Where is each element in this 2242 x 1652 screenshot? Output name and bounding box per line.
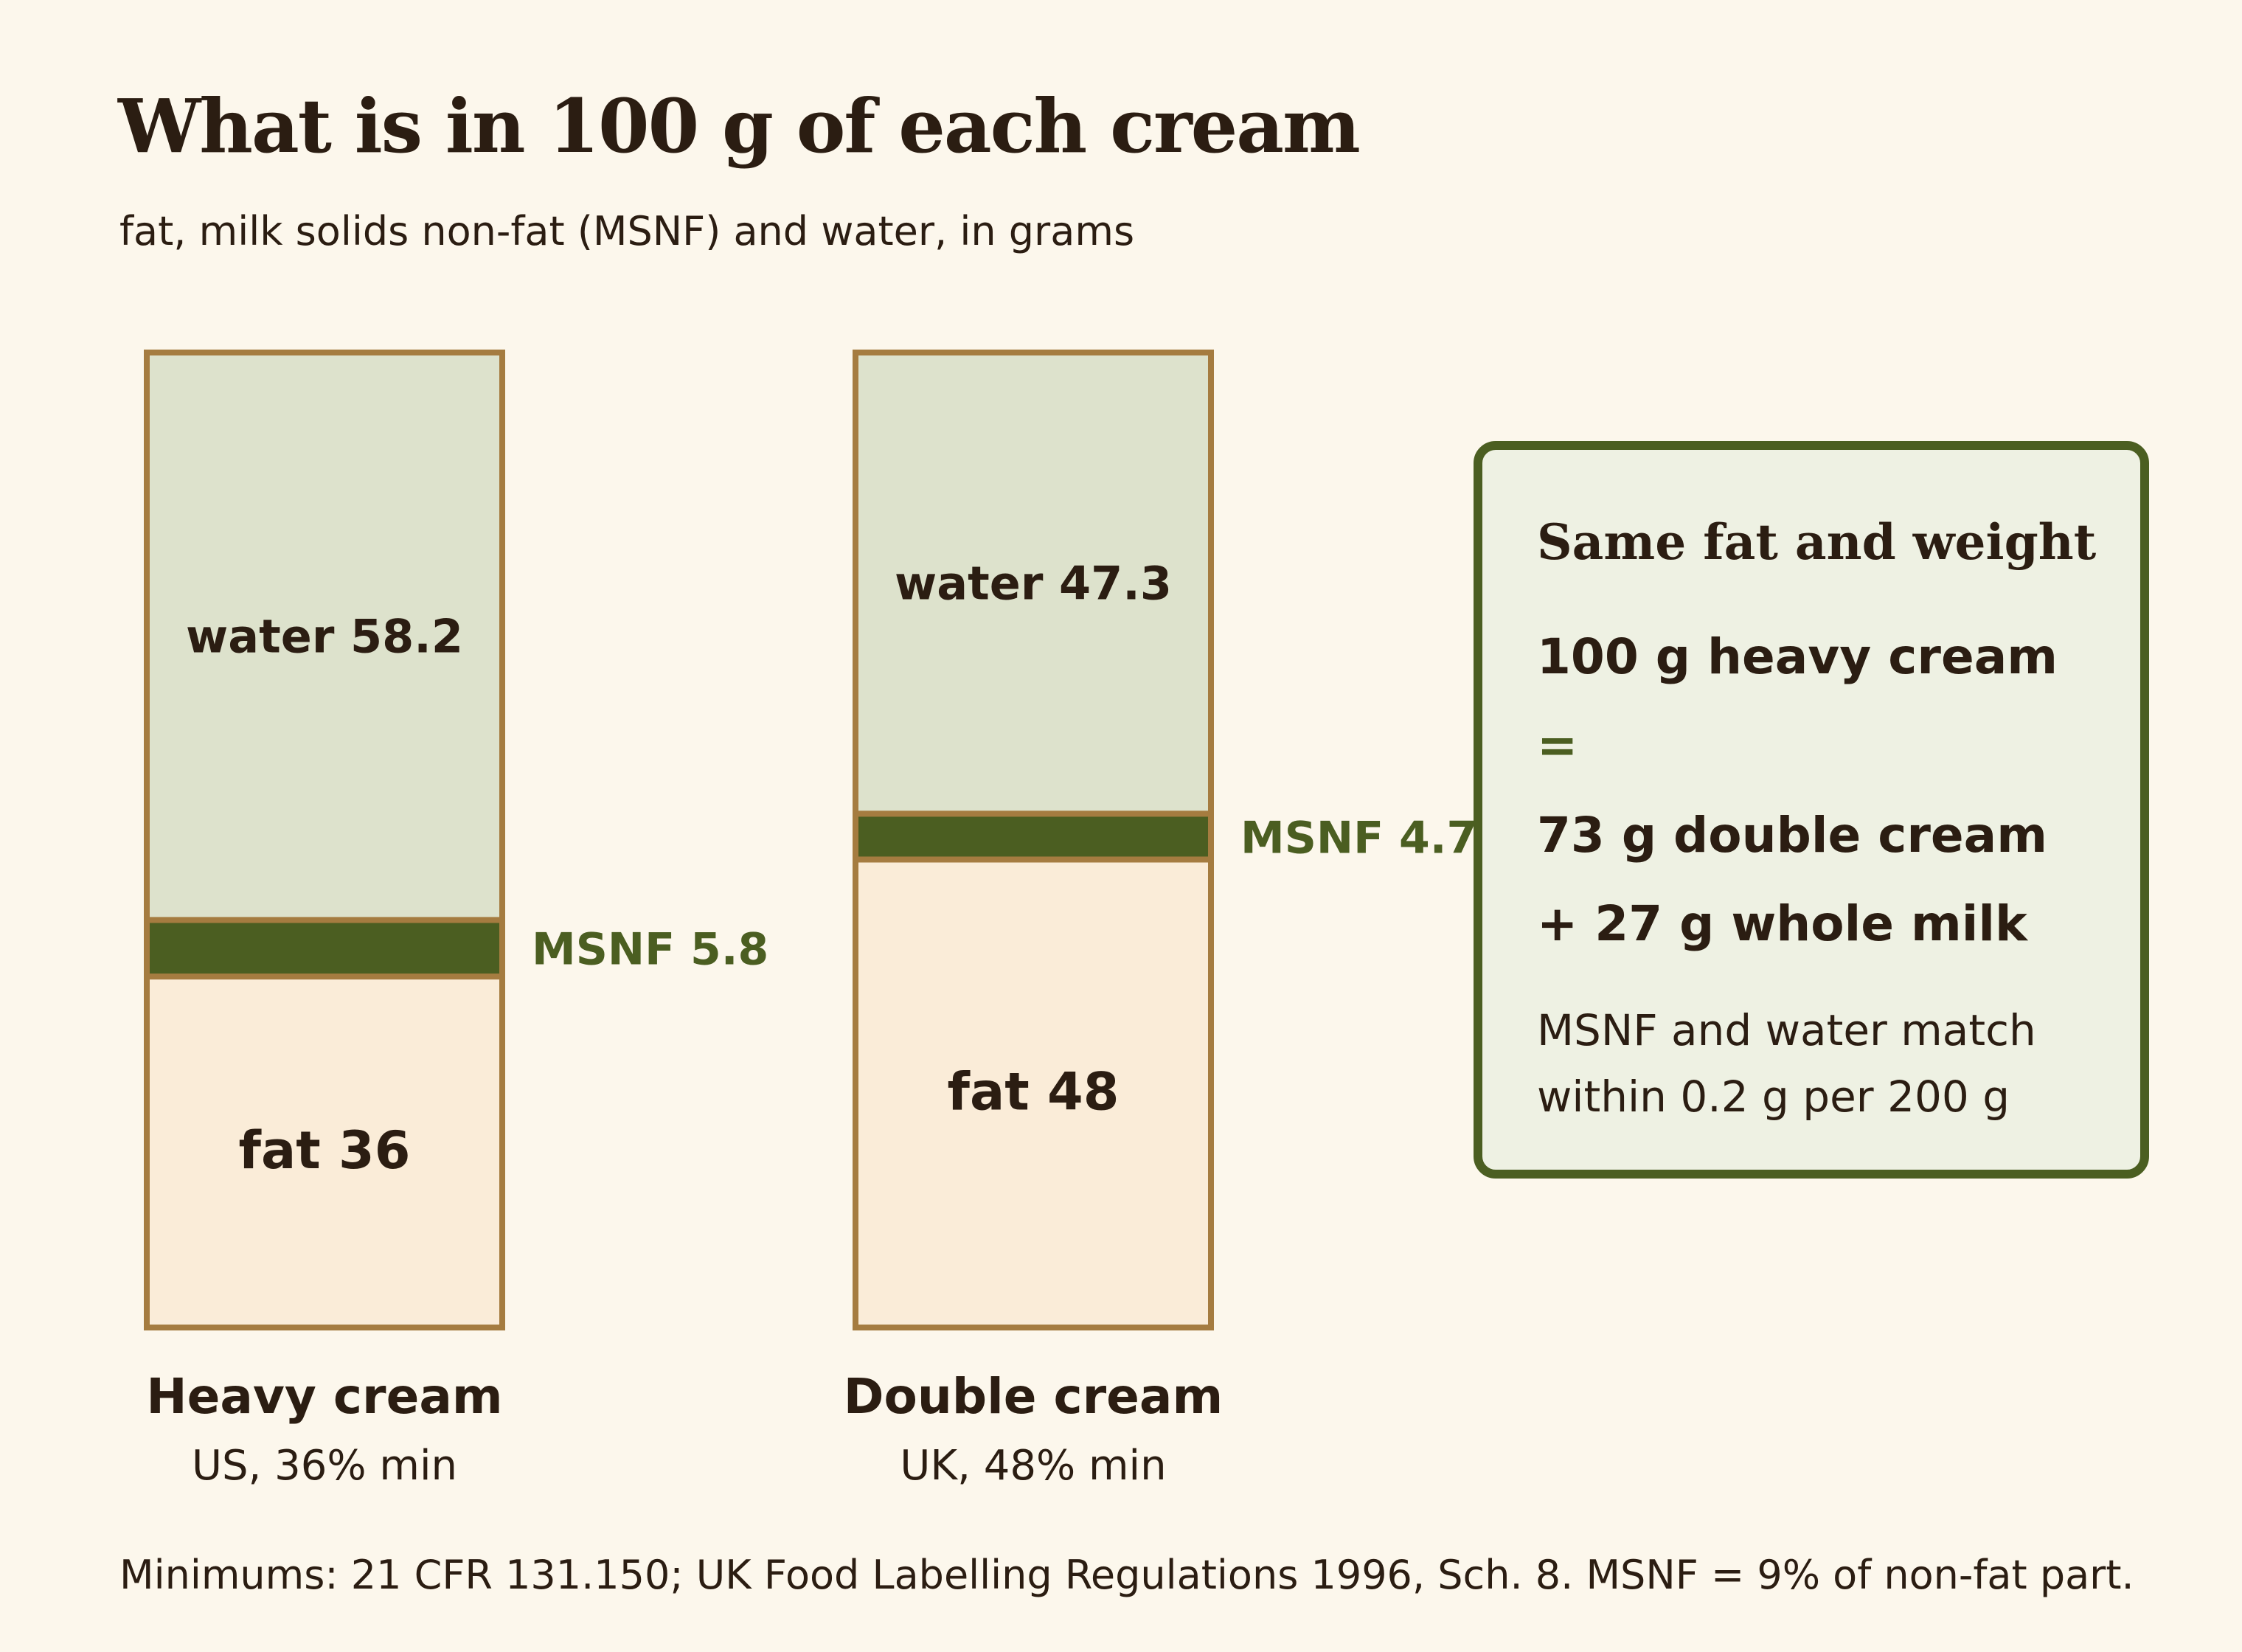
data-label-fat-heavy-cream: fat 36: [239, 1120, 411, 1181]
category-label-heavy-cream: Heavy cream: [146, 1368, 502, 1425]
callout-line-whole-milk: + 27 g whole milk: [1537, 895, 2027, 952]
data-label-msnf-heavy-cream: MSNF 5.8: [532, 924, 768, 976]
callout-line-heavy-cream: 100 g heavy cream: [1537, 628, 2058, 685]
bar-segment-msnf-heavy-cream: [144, 917, 505, 980]
data-label-water-double-cream: water 47.3: [895, 557, 1172, 611]
bar-segment-fat-heavy-cream: [144, 974, 505, 1330]
category-sublabel-double-cream: UK, 48% min: [900, 1442, 1166, 1490]
callout-heading: Same fat and weight: [1537, 513, 2097, 571]
bar-segment-water-heavy-cream: [144, 350, 505, 923]
data-label-msnf-double-cream: MSNF 4.7: [1240, 812, 1477, 864]
callout-note: MSNF and water match within 0.2 g per 20…: [1537, 1005, 2036, 1122]
callout-equals-sign: =: [1537, 717, 1578, 774]
data-label-fat-double-cream: fat 48: [948, 1062, 1120, 1122]
data-label-water-heavy-cream: water 58.2: [186, 610, 463, 664]
callout-line-double-cream: 73 g double cream: [1537, 807, 2047, 864]
category-sublabel-heavy-cream: US, 36% min: [192, 1442, 457, 1490]
equivalence-callout: Same fat and weight 100 g heavy cream = …: [1474, 441, 2149, 1179]
category-label-double-cream: Double cream: [844, 1368, 1223, 1425]
bar-segment-msnf-double-cream: [853, 811, 1214, 863]
chart-subtitle: fat, milk solids non-fat (MSNF) and wate…: [119, 208, 1135, 254]
bar-segment-water-double-cream: [853, 350, 1214, 817]
footnote: Minimums: 21 CFR 131.150; UK Food Labell…: [119, 1552, 2134, 1598]
chart-title: What is in 100 g of each cream: [118, 83, 1361, 170]
